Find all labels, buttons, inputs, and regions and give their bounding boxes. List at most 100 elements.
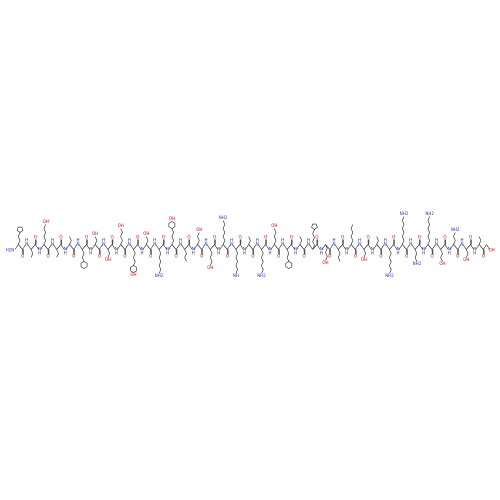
bond [184,249,187,254]
atom-label: H [281,238,284,243]
atom-label: H [89,251,92,256]
bond [78,244,83,250]
bond [350,228,354,233]
bond [286,253,290,258]
atom-label: N [128,242,131,247]
atom-label: OH [463,257,469,262]
bond [120,232,123,237]
bond [27,244,32,250]
atom-label: N [51,242,54,247]
atom-label: N [384,242,387,247]
bond [17,232,21,237]
bond [325,244,330,250]
bond [155,244,160,250]
bond [363,244,369,250]
atom-label: H [192,251,195,256]
bond [117,244,121,250]
bond [270,244,275,250]
bond [30,253,34,258]
atom-label: O [175,254,178,259]
bond [453,240,456,245]
atom-label: N [371,247,374,252]
bond [261,249,264,254]
bond [133,261,136,266]
atom-label: OH [196,227,202,232]
bond [43,236,46,241]
atom-label: O [303,254,306,259]
bond [43,240,46,245]
bond [222,236,226,241]
bond [325,256,328,261]
bond [158,244,164,250]
atom-label: OH [322,260,328,265]
bond [171,236,174,241]
bond [184,257,187,262]
atom-label: H [409,238,412,243]
atom-label: O [482,254,485,259]
atom-label: H [25,238,28,243]
bond [427,232,430,237]
bond [437,244,441,250]
bond [248,244,254,250]
bond [158,265,162,270]
ring [311,223,318,230]
atom-label: H2N [6,248,15,253]
atom-label: O [136,235,139,240]
atom-label: N [409,242,412,247]
atom-label: OH [439,261,445,266]
atom-label: O [226,254,229,259]
bond [427,216,430,221]
atom-label: O [213,235,216,240]
bond [53,244,57,250]
bond [401,228,405,233]
bond [145,240,149,245]
bond [227,244,231,250]
bond [124,244,129,250]
bond [17,236,21,241]
bond [265,244,270,250]
bond [235,249,238,254]
bond [273,232,277,237]
bond [286,257,290,262]
bond [168,244,173,250]
bond [35,244,39,250]
atom-label: H [179,238,182,243]
bond [209,249,213,254]
bond [171,244,177,250]
atom-label: O [85,235,88,240]
atom-label: N [38,247,41,252]
bond [303,244,308,250]
bond [94,236,98,241]
bond [363,249,366,254]
bond [389,244,394,250]
atom-label: H [102,238,105,243]
bond [99,244,103,250]
bond [222,220,226,225]
bond [175,244,180,250]
bond [465,249,469,254]
bond [193,244,198,250]
atom-label: O [34,235,37,240]
bond [273,236,277,241]
bond [120,228,123,233]
bond [478,240,482,245]
bond [120,244,126,250]
atom-label: N [358,242,361,247]
atom-label: N [230,242,233,247]
bond [150,244,155,250]
bond [453,232,456,237]
atom-label: H [307,238,310,243]
bond [347,244,352,250]
bond [209,253,213,258]
bond [440,249,443,254]
bond [86,244,91,250]
atom-label: N [269,247,272,252]
bond [69,240,72,245]
bond [235,253,238,258]
atom-label: O [431,254,434,259]
bond [111,244,116,250]
atom-label: H [294,251,297,256]
bond [424,244,429,250]
bond [232,244,237,250]
bond [184,244,190,250]
